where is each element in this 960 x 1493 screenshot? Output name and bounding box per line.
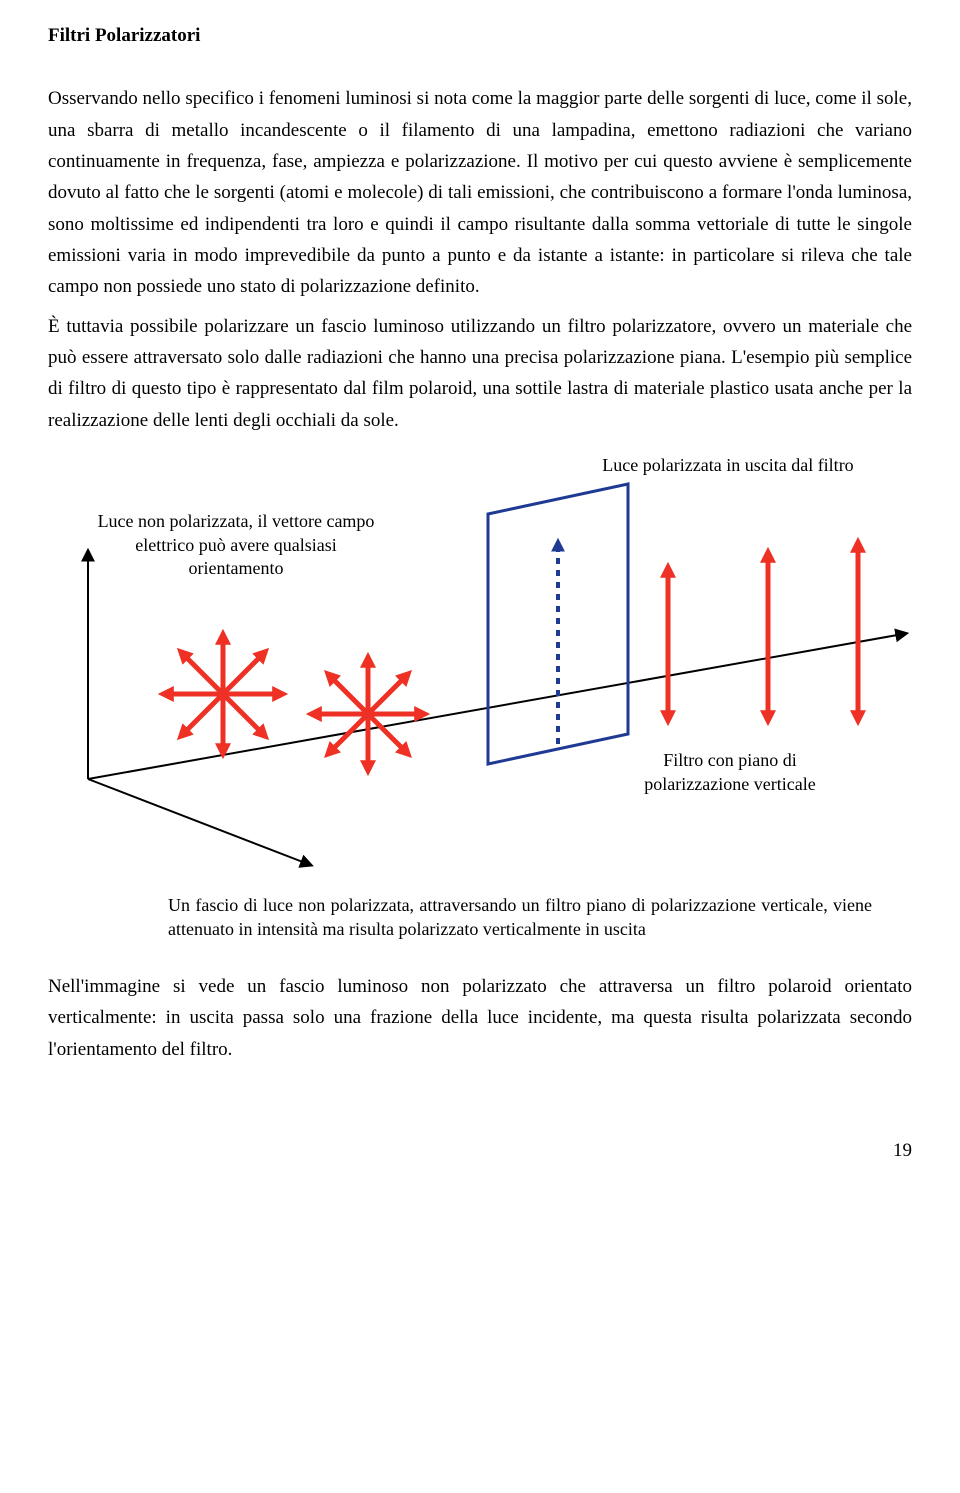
paragraph-2: È tuttavia possibile polarizzare un fasc… — [48, 311, 912, 436]
diagram-label-filter: Filtro con piano di polarizzazione verti… — [610, 749, 850, 796]
polarization-diagram: Luce non polarizzata, il vettore campo e… — [48, 444, 912, 884]
page-number: 19 — [48, 1135, 912, 1166]
paragraph-1: Osservando nello specifico i fenomeni lu… — [48, 83, 912, 302]
paragraph-3: Nell'immagine si vede un fascio luminoso… — [48, 971, 912, 1065]
section-title: Filtri Polarizzatori — [48, 20, 912, 51]
diagram-label-unpolarized: Luce non polarizzata, il vettore campo e… — [96, 510, 376, 580]
diagram-label-polarized: Luce polarizzata in uscita dal filtro — [588, 454, 868, 477]
diagram-caption: Un fascio di luce non polarizzata, attra… — [168, 894, 872, 941]
